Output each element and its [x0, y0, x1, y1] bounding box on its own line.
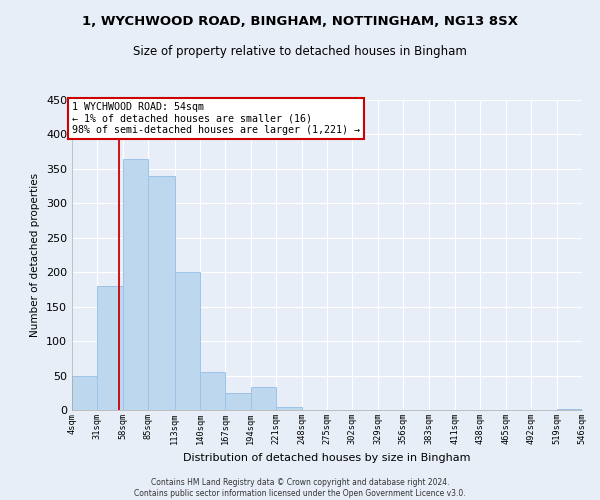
- Bar: [72, 376, 97, 410]
- Bar: [123, 158, 148, 410]
- Bar: [226, 393, 251, 410]
- Text: Size of property relative to detached houses in Bingham: Size of property relative to detached ho…: [133, 45, 467, 58]
- Bar: [200, 372, 226, 410]
- Bar: [148, 176, 175, 410]
- X-axis label: Distribution of detached houses by size in Bingham: Distribution of detached houses by size …: [183, 452, 471, 462]
- Text: Contains HM Land Registry data © Crown copyright and database right 2024.
Contai: Contains HM Land Registry data © Crown c…: [134, 478, 466, 498]
- Bar: [276, 406, 302, 410]
- Text: 1 WYCHWOOD ROAD: 54sqm
← 1% of detached houses are smaller (16)
98% of semi-deta: 1 WYCHWOOD ROAD: 54sqm ← 1% of detached …: [72, 102, 360, 136]
- Bar: [557, 408, 582, 410]
- Y-axis label: Number of detached properties: Number of detached properties: [31, 173, 40, 337]
- Text: 1, WYCHWOOD ROAD, BINGHAM, NOTTINGHAM, NG13 8SX: 1, WYCHWOOD ROAD, BINGHAM, NOTTINGHAM, N…: [82, 15, 518, 28]
- Bar: [97, 286, 123, 410]
- Bar: [251, 388, 276, 410]
- Bar: [175, 272, 200, 410]
